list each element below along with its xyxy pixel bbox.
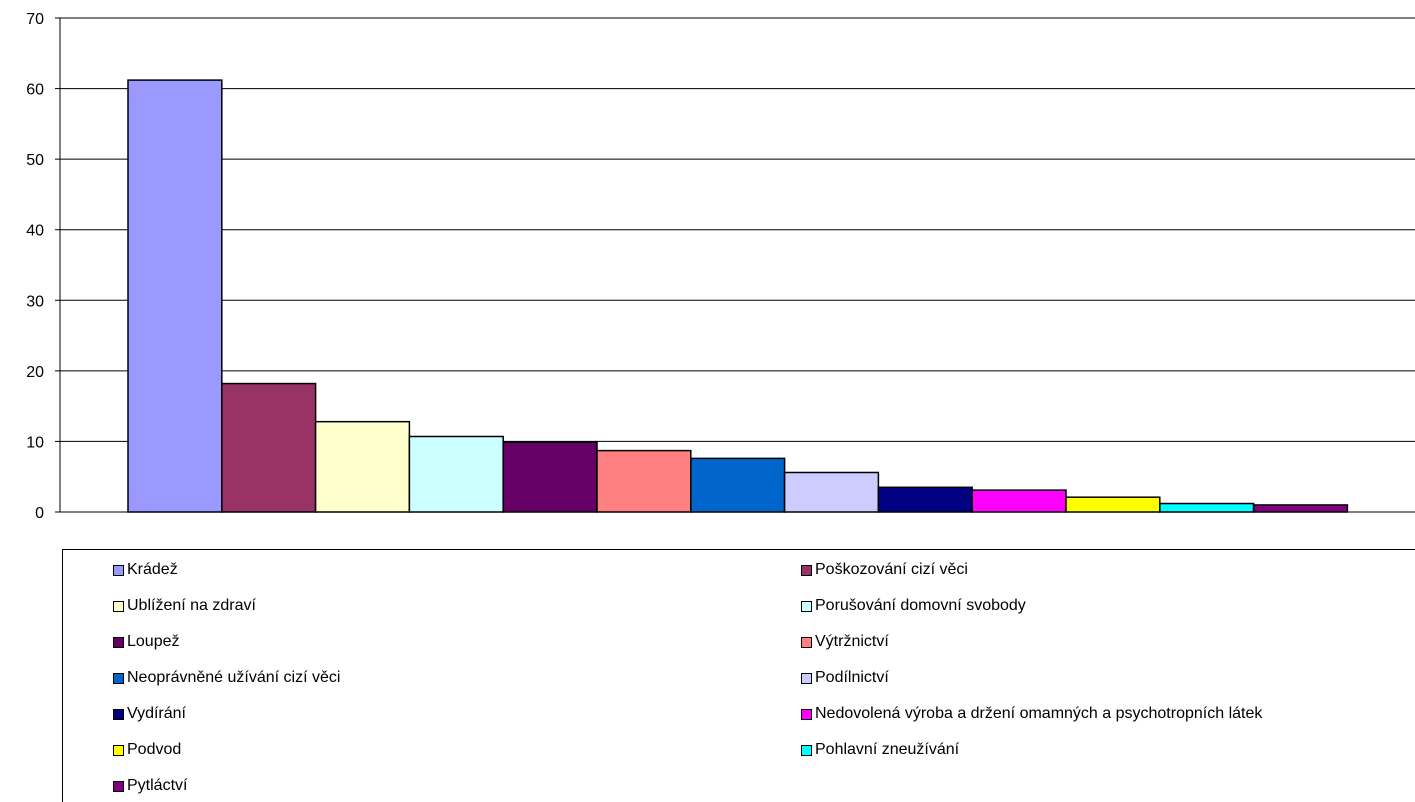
bar: [1065, 496, 1161, 513]
y-tick-label: 30: [26, 293, 44, 310]
legend-swatch: [801, 600, 812, 612]
axes: [59, 18, 1415, 513]
legend-swatch: [113, 708, 124, 720]
legend-label: Podvod: [127, 741, 182, 758]
legend-label: Vydírání: [127, 705, 186, 722]
legend-item: Pytláctví: [113, 775, 187, 797]
legend-label: Podílnictví: [815, 669, 889, 686]
y-axis-ticks: 0 10 20 30 40 50 60 70: [26, 11, 60, 522]
y-tick-label: 50: [26, 152, 44, 169]
legend-item: Vydírání: [113, 703, 186, 725]
legend-label: Neoprávněné užívání cizí věci: [127, 669, 341, 686]
legend: Krádež Poškozování cizí věci Ublížení na z…: [62, 549, 1415, 802]
bar: [596, 449, 692, 513]
legend-item: Krádež: [113, 559, 178, 581]
legend-label: Nedovolená výroba a držení omamných a ps…: [815, 705, 1263, 722]
y-tick-label: 20: [26, 364, 44, 381]
legend-item: Ublížení na zdraví: [113, 595, 256, 617]
legend-swatch: [113, 744, 124, 756]
y-tick-label: 40: [26, 223, 44, 240]
legend-item: Výtržnictví: [801, 631, 889, 653]
legend-item: Loupež: [113, 631, 180, 653]
bar: [690, 457, 786, 513]
legend-label: Loupež: [127, 633, 180, 650]
legend-label: Krádež: [127, 561, 178, 578]
bar: [971, 489, 1067, 513]
bar: [314, 420, 411, 513]
bar: [502, 441, 598, 513]
bar: [1252, 504, 1349, 513]
legend-swatch: [113, 780, 124, 792]
legend-label: Ublížení na zdraví: [127, 597, 256, 614]
legend-swatch: [113, 600, 124, 612]
bar: [783, 471, 880, 513]
legend-item: Poškozování cizí věci: [801, 559, 968, 581]
bar: [877, 486, 973, 513]
bar: [408, 435, 504, 513]
legend-swatch: [801, 636, 812, 648]
legend-swatch: [801, 564, 812, 576]
y-tick-label: 10: [26, 434, 44, 451]
y-tick-label: 70: [26, 11, 44, 28]
legend-swatch: [801, 672, 812, 684]
legend-swatch: [801, 708, 812, 720]
legend-label: Porušování domovní svobody: [815, 597, 1026, 614]
y-tick-label: 0: [35, 505, 44, 522]
legend-item: Nedovolená výroba a držení omamných a ps…: [801, 703, 1262, 725]
bar: [221, 382, 317, 513]
legend-label: Výtržnictví: [815, 633, 889, 650]
legend-item: Podílnictví: [801, 667, 889, 689]
bar: [1159, 502, 1255, 513]
legend-swatch: [113, 672, 124, 684]
legend-swatch: [113, 564, 124, 576]
legend-item: Podvod: [113, 739, 181, 761]
legend-label: Pytláctví: [127, 777, 188, 794]
y-tick-label: 60: [26, 82, 44, 99]
bar: [127, 79, 223, 513]
legend-item: Porušování domovní svobody: [801, 595, 1026, 617]
legend-label: Pohlavní zneužívání: [815, 741, 960, 758]
gridlines: [60, 17, 1415, 442]
bars: [127, 79, 1349, 513]
legend-item: Neoprávněné užívání cizí věci: [113, 667, 340, 689]
legend-swatch: [113, 636, 124, 648]
legend-label: Poškozování cizí věci: [815, 561, 968, 578]
legend-item: Pohlavní zneužívání: [801, 739, 959, 761]
legend-swatch: [801, 744, 812, 756]
bar-chart: 0 10 20 30 40 50 60 70: [26, 11, 1415, 522]
